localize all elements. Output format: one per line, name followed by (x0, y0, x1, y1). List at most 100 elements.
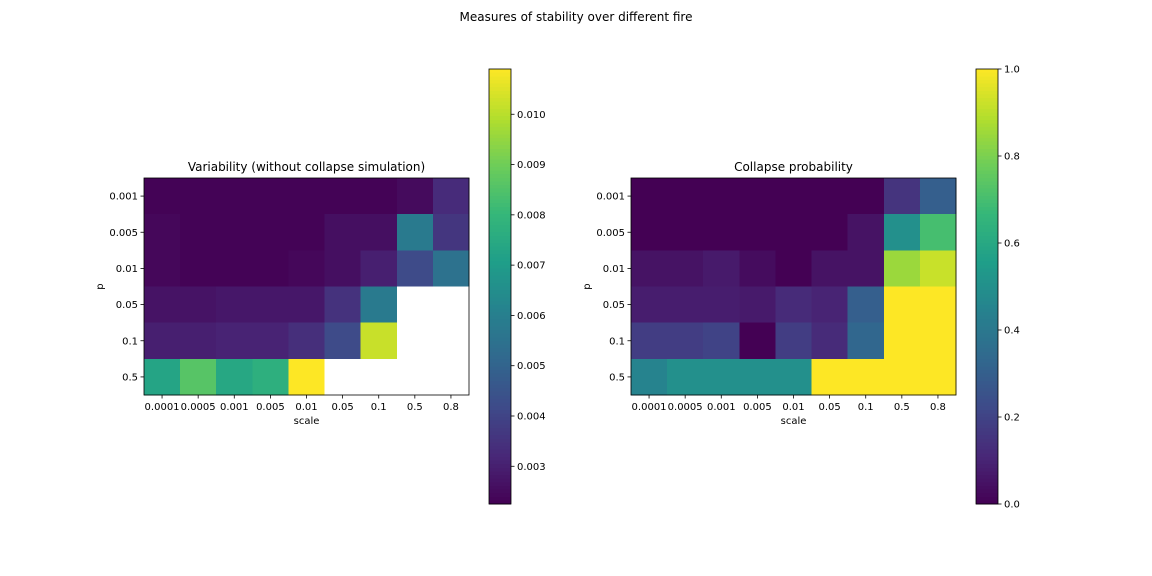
colorbar-segment (976, 435, 998, 440)
colorbar-segment (489, 420, 511, 425)
colorbar-segment (976, 388, 998, 393)
colorbar-segment (976, 475, 998, 480)
colorbar-segment (976, 282, 998, 288)
colorbar-segment (976, 315, 998, 320)
colorbar-segment (976, 427, 998, 433)
colorbar-segment (489, 478, 511, 483)
heatmap-cell (667, 322, 704, 360)
colorbar-segment (489, 264, 511, 269)
heatmap-cell (216, 178, 253, 215)
heatmap-cell (883, 214, 921, 251)
x-axis-label: scale (781, 416, 807, 427)
colorbar-segment (489, 195, 511, 201)
heatmap-cell (847, 250, 885, 287)
colorbar-segment (489, 301, 511, 306)
colorbar-segment (489, 134, 511, 139)
colorbar-segment (489, 340, 511, 346)
heatmap-cell (667, 178, 704, 215)
colorbar-segment (489, 206, 511, 211)
heatmap-cell (883, 322, 921, 360)
x-tick-label: 0.0005 (181, 402, 216, 413)
colorbar-segment (489, 112, 511, 117)
heatmap-cell (324, 178, 362, 215)
heatmap-cell (811, 322, 849, 360)
colorbar-segment (489, 369, 511, 375)
colorbar-segment (489, 261, 511, 266)
colorbar-segment (489, 406, 511, 411)
colorbar-frame (975, 68, 999, 505)
colorbar-segment (489, 304, 511, 309)
colorbar-segment (976, 130, 998, 135)
colorbar-tick-label: 0.8 (1004, 152, 1020, 163)
heatmap-cell (631, 178, 668, 215)
heatmap-cell (739, 286, 776, 324)
x-tick-label: 0.8 (930, 402, 946, 413)
colorbar-segment (489, 221, 511, 226)
colorbar-segment (976, 214, 998, 219)
colorbar-segment (489, 145, 511, 150)
x-axis-label: scale (294, 416, 320, 427)
colorbar-segment (489, 156, 511, 161)
colorbar-segment (976, 123, 998, 128)
x-tick-label: 0.8 (443, 402, 459, 413)
heatmap-cell (144, 322, 181, 360)
colorbar-tick-label: 0.008 (517, 210, 546, 221)
colorbar-segment (489, 141, 511, 146)
colorbar-segment (489, 471, 511, 476)
heatmap-cell (883, 358, 921, 396)
colorbar-tick-label: 0.005 (517, 361, 546, 372)
heatmap-cell (919, 250, 957, 287)
heatmap-cell (739, 214, 776, 251)
colorbar-segment (976, 286, 998, 291)
heatmap-cell (324, 214, 362, 251)
colorbar-segment (489, 123, 511, 128)
colorbar-segment (489, 460, 511, 465)
colorbar-segment (489, 489, 511, 494)
colorbar-segment (976, 453, 998, 458)
colorbar-segment (489, 431, 511, 436)
colorbar-tick-label: 0.0 (1004, 500, 1020, 511)
colorbar-segment (489, 456, 511, 462)
colorbar-segment (976, 108, 998, 114)
colorbar-segment (489, 257, 511, 262)
y-tick-label: 0.1 (122, 336, 138, 347)
colorbar-segment (976, 359, 998, 364)
heatmap-cell (144, 358, 181, 396)
heatmap-cell (703, 322, 740, 360)
colorbar-segment (489, 359, 511, 364)
colorbar-segment (976, 395, 998, 400)
colorbar-segment (489, 449, 511, 454)
heatmap-cell (432, 250, 470, 287)
colorbar-tick-label: 0.009 (517, 160, 546, 171)
colorbar-segment (976, 279, 998, 284)
colorbar-segment (489, 297, 511, 302)
colorbar-segment (489, 337, 511, 342)
heatmap-cell (360, 250, 398, 287)
colorbar-segment (489, 159, 511, 164)
colorbar-segment (976, 170, 998, 175)
x-tick-label: 0.0001 (632, 402, 667, 413)
colorbar-tick-label: 1.0 (1004, 65, 1020, 76)
x-tick-label: 0.005 (256, 402, 285, 413)
colorbar-segment (489, 446, 511, 451)
heatmap-cell (667, 250, 704, 287)
heatmap-cell (324, 358, 362, 396)
colorbar-segment (976, 348, 998, 353)
heatmap-cell (775, 358, 812, 396)
heatmap-cell (180, 358, 217, 396)
colorbar-segment (489, 101, 511, 106)
colorbar-segment (489, 384, 511, 389)
colorbar-segment (489, 148, 511, 153)
colorbar-segment (489, 500, 511, 505)
heatmap-cell (144, 214, 181, 251)
colorbar-segment (489, 424, 511, 429)
colorbar-segment (976, 449, 998, 454)
colorbar-segment (489, 286, 511, 291)
x-tick-label: 0.001 (707, 402, 736, 413)
colorbar-segment (489, 166, 511, 172)
heatmap-cell (631, 214, 668, 251)
heatmap-cell (919, 214, 957, 251)
heatmap-cell (847, 286, 885, 324)
y-tick-label: 0.001 (109, 192, 138, 203)
